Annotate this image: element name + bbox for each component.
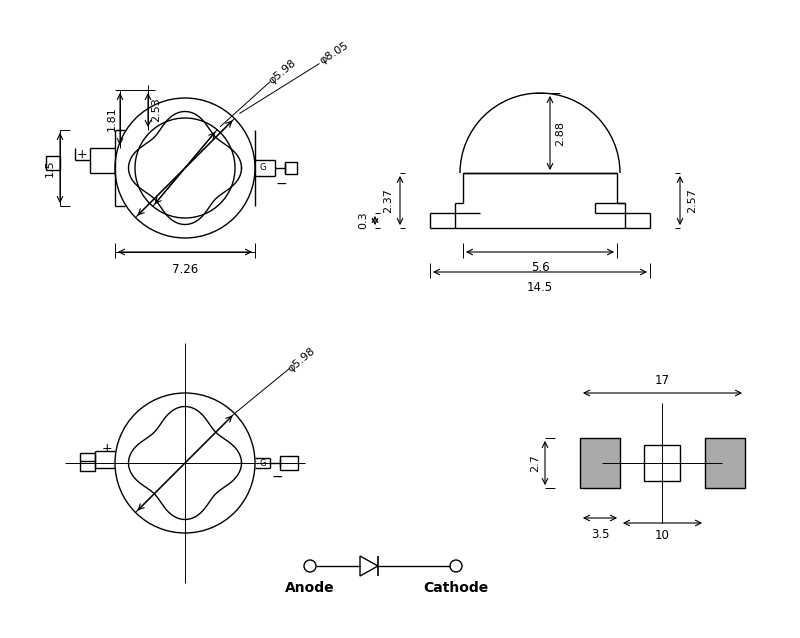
Bar <box>644 445 680 481</box>
Text: 3.5: 3.5 <box>590 528 610 541</box>
Bar <box>285 162 297 174</box>
Bar <box>46 156 60 170</box>
Text: 7.26: 7.26 <box>172 263 198 276</box>
Text: 0.3: 0.3 <box>358 212 368 229</box>
Text: G: G <box>260 459 266 468</box>
Text: 2.7: 2.7 <box>530 454 540 472</box>
Text: φ5.98: φ5.98 <box>266 57 298 86</box>
Text: 2.88: 2.88 <box>555 121 565 145</box>
Text: −: − <box>271 470 283 484</box>
Bar <box>80 453 95 471</box>
Text: 5.6: 5.6 <box>530 261 550 274</box>
Text: 14.5: 14.5 <box>527 281 553 294</box>
Text: 10: 10 <box>655 529 670 542</box>
Text: 2.53: 2.53 <box>151 98 161 122</box>
Bar <box>580 438 620 488</box>
Bar <box>280 456 298 470</box>
Text: −: − <box>275 177 287 191</box>
Text: 17: 17 <box>655 374 670 387</box>
Bar <box>705 438 745 488</box>
Text: 2.57: 2.57 <box>687 188 697 213</box>
Text: φ8.05: φ8.05 <box>318 41 350 66</box>
Text: +: + <box>77 147 87 161</box>
Text: 1.81: 1.81 <box>107 107 117 131</box>
Text: 2.37: 2.37 <box>383 188 393 213</box>
Text: +: + <box>102 441 112 454</box>
Text: Cathode: Cathode <box>423 581 489 595</box>
Text: φ5.98: φ5.98 <box>286 345 317 374</box>
Text: G: G <box>260 163 266 172</box>
Text: 1.5: 1.5 <box>45 160 55 177</box>
Text: Anode: Anode <box>285 581 335 595</box>
